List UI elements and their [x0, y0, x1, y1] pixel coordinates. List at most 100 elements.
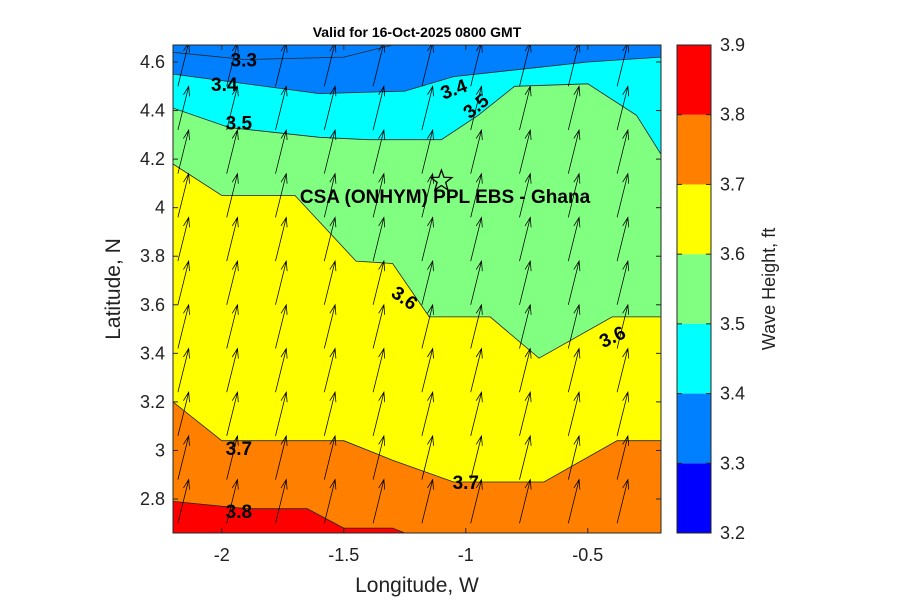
- wind-arrow: [616, 391, 630, 436]
- x-axis-title: Longitude, W: [355, 574, 479, 597]
- contour-line: [173, 163, 661, 359]
- wind-arrow: [372, 259, 386, 305]
- contour-label: 3.5: [226, 114, 253, 135]
- wind-arrow: [421, 172, 434, 218]
- wind-arrow: [470, 434, 483, 480]
- x-tick-label: -0.5: [572, 545, 603, 565]
- wind-arrow: [226, 347, 239, 393]
- colorbar-swatch: [677, 323, 711, 394]
- wind-arrow: [567, 172, 581, 218]
- wind-arrow: [323, 478, 337, 524]
- wind-arrow: [226, 216, 239, 262]
- contour-line: [173, 45, 393, 61]
- colorbar-frame: [676, 44, 712, 534]
- wind-arrow: [323, 128, 337, 174]
- wind-arrow: [519, 259, 532, 305]
- wind-arrow: [275, 172, 288, 218]
- wind-arrow: [616, 347, 630, 393]
- contour-band: [173, 501, 405, 533]
- wind-arrow: [323, 347, 337, 393]
- colorbar-tick-label: 3.8: [720, 105, 745, 125]
- wind-arrow: [226, 128, 239, 174]
- site-label: CSA (ONHYM) PPL EBS - Ghana: [300, 187, 591, 208]
- wind-arrow: [519, 172, 532, 218]
- wind-arrow: [372, 128, 386, 174]
- colorbar: 3.2 3.3 3.4 3.5 3.6 3.7 3.8 3.9: [676, 35, 745, 543]
- y-axis-title: Latitude, N: [102, 238, 125, 340]
- wind-arrow: [177, 172, 190, 218]
- y-tick-label: 3.4: [140, 343, 165, 363]
- contour-line: [173, 83, 661, 155]
- wind-arrow: [616, 478, 630, 524]
- wind-arrow: [226, 45, 239, 87]
- wind-arrow: [372, 347, 386, 393]
- wind-arrow: [519, 45, 532, 87]
- contour-label: 3.3: [231, 51, 257, 72]
- wind-arrow: [177, 391, 190, 436]
- site-star-icon: [429, 168, 454, 192]
- wind-arrow: [470, 45, 483, 87]
- contour-label: 3.7: [453, 473, 479, 494]
- wind-arrow: [421, 85, 434, 131]
- wind-arrow: [177, 85, 190, 131]
- colorbar-tick-label: 3.6: [720, 244, 745, 264]
- wind-arrow: [275, 478, 288, 524]
- wind-arrow: [616, 216, 630, 262]
- wind-arrow: [177, 45, 190, 87]
- wind-arrow: [177, 216, 190, 262]
- wind-arrow: [519, 478, 532, 524]
- wind-arrow: [567, 303, 581, 349]
- wind-arrow: [323, 172, 337, 218]
- colorbar-tick-label: 3.9: [720, 35, 745, 55]
- contour-label: 3.8: [226, 502, 252, 523]
- wind-arrow: [226, 303, 239, 349]
- contour-band: [173, 401, 661, 533]
- plot-frame: [172, 44, 662, 534]
- wind-arrow: [421, 478, 434, 524]
- wind-arrow: [567, 216, 581, 262]
- wind-arrow: [323, 85, 337, 131]
- wind-arrow: [226, 85, 239, 131]
- colorbar-swatch: [677, 45, 711, 115]
- wind-arrow: [567, 434, 581, 480]
- wind-arrow: [275, 128, 288, 174]
- wind-arrow: [567, 391, 581, 436]
- wind-arrow: [470, 259, 483, 305]
- wind-arrow: [519, 216, 532, 262]
- wind-arrow: [275, 391, 288, 436]
- wind-arrow: [421, 259, 434, 305]
- wind-arrow: [421, 303, 434, 349]
- wind-arrow: [421, 434, 434, 480]
- wind-arrow: [177, 347, 190, 393]
- x-tick-label: -1: [458, 545, 474, 565]
- wind-arrow: [226, 259, 239, 305]
- wind-arrow: [519, 391, 532, 436]
- wind-arrow: [567, 85, 581, 131]
- wind-arrow: [519, 303, 532, 349]
- wind-arrow: [372, 172, 386, 218]
- contour-label: 3.4: [211, 75, 238, 96]
- colorbar-title: Wave Height, ft: [759, 228, 779, 350]
- wind-arrow: [616, 434, 630, 480]
- x-tick-label: -2: [214, 545, 230, 565]
- colorbar-tick-label: 3.3: [720, 453, 745, 473]
- wind-arrow: [275, 434, 288, 480]
- wind-arrow: [177, 259, 190, 305]
- wind-arrow: [519, 434, 532, 480]
- wind-arrow: [421, 347, 434, 393]
- wind-arrow: [470, 128, 483, 174]
- contour-line: [173, 56, 661, 95]
- wind-arrow: [567, 347, 581, 393]
- y-axis: 2.8 3 3.2 3.4 3.6 3.8 4 4.2 4.4 4.6: [140, 52, 661, 509]
- wind-arrow: [323, 216, 337, 262]
- wind-arrow: [275, 216, 288, 262]
- wind-arrow: [323, 391, 337, 436]
- wind-arrow: [177, 434, 190, 480]
- wind-arrow: [616, 172, 630, 218]
- y-tick-label: 3.6: [140, 295, 165, 315]
- wind-arrow: [421, 216, 434, 262]
- y-tick-label: 3: [155, 440, 165, 460]
- wind-arrow: [226, 434, 239, 480]
- wind-arrow: [275, 259, 288, 305]
- wind-arrow: [372, 478, 386, 524]
